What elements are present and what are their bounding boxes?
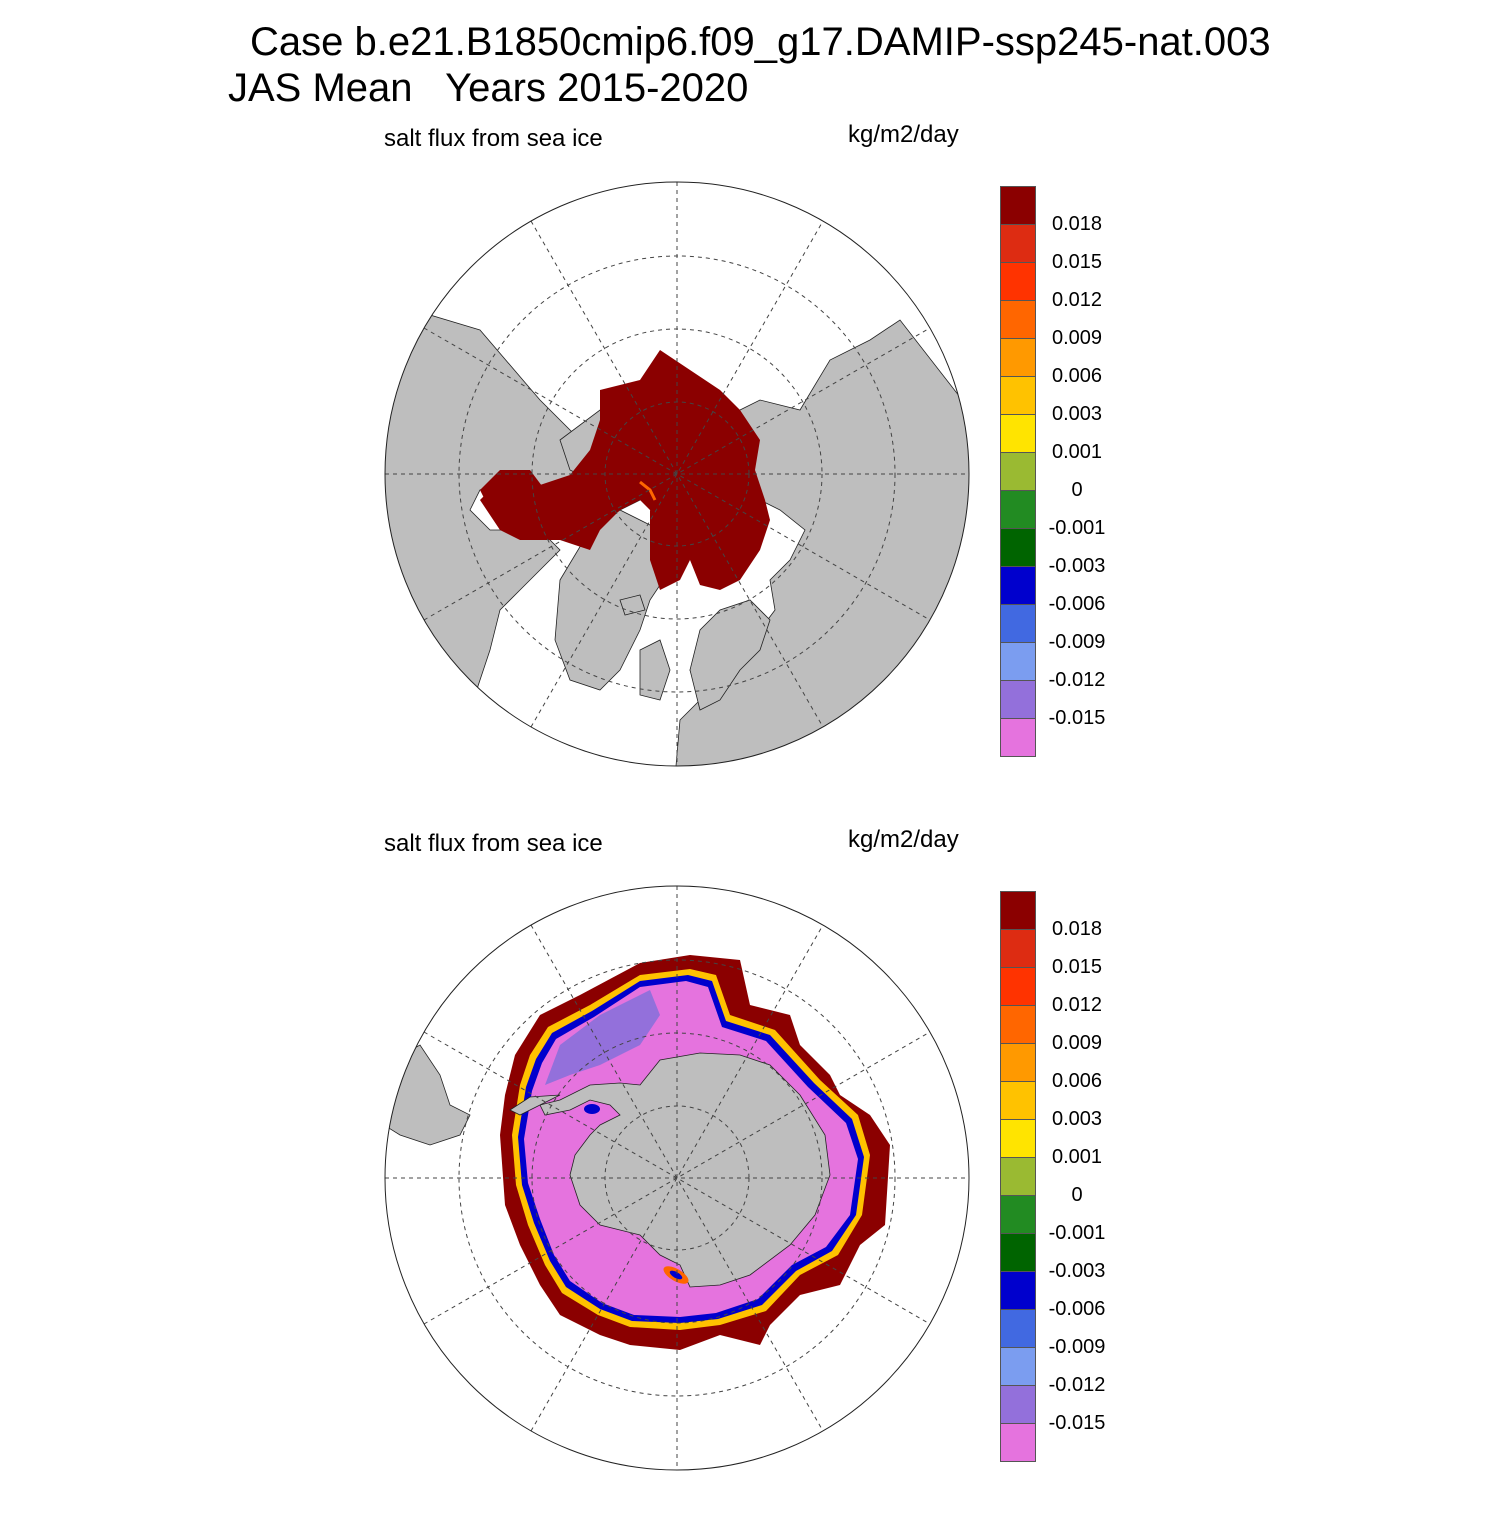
- colorbar-box: [1000, 1005, 1036, 1043]
- ice-edge-north: [639, 480, 657, 501]
- graticule-south: [385, 886, 969, 1470]
- colorbar-box: [1000, 718, 1036, 757]
- polynya-weddell: [584, 1104, 600, 1114]
- polynya-ross-core: [669, 1270, 683, 1280]
- colorbar-label: 0.012: [1051, 994, 1103, 1016]
- colorbar-box: [1000, 490, 1036, 528]
- colorbar-label: 0.003: [1051, 403, 1103, 425]
- colorbar-label: 0.018: [1051, 918, 1103, 940]
- colorbar-box: [1000, 186, 1036, 224]
- map-border-south: [384, 885, 970, 1471]
- colorbar-south: [1000, 891, 1036, 1462]
- colorbar-label: -0.012: [1048, 1374, 1106, 1396]
- figure-subtitle: JAS Mean Years 2015-2020: [228, 66, 749, 110]
- colorbar-box: [1000, 376, 1036, 414]
- colorbar-label: 0.006: [1051, 365, 1103, 387]
- colorbar-box: [1000, 452, 1036, 490]
- colorbar-label: -0.015: [1048, 1412, 1106, 1434]
- colorbar-box: [1000, 224, 1036, 262]
- colorbar-label: 0.015: [1051, 956, 1103, 978]
- colorbar-label: 0.012: [1051, 289, 1103, 311]
- colorbar-label: -0.003: [1048, 555, 1106, 577]
- colorbar-box: [1000, 528, 1036, 566]
- panel-south: salt flux from sea ice kg/m2/day: [0, 815, 1500, 1515]
- map-north: [384, 181, 970, 767]
- colorbar-label: -0.001: [1048, 1222, 1106, 1244]
- land-iceland: [619, 594, 646, 616]
- colorbar-box: [1000, 1347, 1036, 1385]
- colorbar-label: -0.006: [1048, 593, 1106, 615]
- colorbar-label: 0.015: [1051, 251, 1103, 273]
- colorbar-label: 0.001: [1051, 1146, 1103, 1168]
- graticule-north: [385, 182, 969, 766]
- map-border-north: [384, 181, 970, 767]
- colorbar-label: 0.009: [1051, 1032, 1103, 1054]
- land-antarctic-peninsula: [509, 1094, 561, 1116]
- colorbar-label: 0.018: [1051, 213, 1103, 235]
- colorbar-label: -0.015: [1048, 707, 1106, 729]
- colorbar-north: [1000, 186, 1036, 757]
- units-north: kg/m2/day: [848, 121, 959, 148]
- colorbar-box: [1000, 414, 1036, 452]
- sea-ice-north-greenland-coast: [650, 510, 690, 590]
- colorbar-box: [1000, 1119, 1036, 1157]
- colorbar-label: -0.001: [1048, 517, 1106, 539]
- colorbar-label: 0.009: [1051, 327, 1103, 349]
- colorbar-box: [1000, 1195, 1036, 1233]
- colorbar-box: [1000, 1081, 1036, 1119]
- sea-ice-south-weddell: [545, 990, 660, 1085]
- panel-north: salt flux from sea ice kg/m2/day: [0, 110, 1500, 810]
- colorbar-box: [1000, 1233, 1036, 1271]
- colorbar-label: -0.003: [1048, 1260, 1106, 1282]
- colorbar-box: [1000, 1271, 1036, 1309]
- colorbar-box: [1000, 1385, 1036, 1423]
- colorbar-label: 0.003: [1051, 1108, 1103, 1130]
- land-antarctica: [539, 1052, 831, 1288]
- colorbar-label: -0.006: [1048, 1298, 1106, 1320]
- variable-name-north: salt flux from sea ice: [384, 125, 603, 152]
- map-south: [384, 885, 970, 1471]
- colorbar-box: [1000, 680, 1036, 718]
- colorbar-box: [1000, 929, 1036, 967]
- colorbar-label: 0: [1071, 1184, 1083, 1206]
- colorbar-box: [1000, 1309, 1036, 1347]
- variable-name-south: salt flux from sea ice: [384, 830, 603, 857]
- colorbar-label: 0.006: [1051, 1070, 1103, 1092]
- colorbar-box: [1000, 967, 1036, 1005]
- colorbar-box: [1000, 891, 1036, 929]
- sea-ice-north-hudson: [480, 470, 545, 530]
- colorbar-label: -0.009: [1048, 1336, 1106, 1358]
- colorbar-box: [1000, 604, 1036, 642]
- sea-ice-north: [480, 350, 770, 590]
- colorbar-box: [1000, 300, 1036, 338]
- figure-title: Case b.e21.B1850cmip6.f09_g17.DAMIP-ssp2…: [250, 20, 1271, 64]
- colorbar-box: [1000, 262, 1036, 300]
- colorbar-label: 0.001: [1051, 441, 1103, 463]
- colorbar-box: [1000, 1043, 1036, 1081]
- land-scandinavia: [689, 599, 771, 711]
- colorbar-box: [1000, 1423, 1036, 1462]
- colorbar-label: -0.009: [1048, 631, 1106, 653]
- colorbar-label: 0: [1071, 479, 1083, 501]
- colorbar-box: [1000, 338, 1036, 376]
- units-south: kg/m2/day: [848, 826, 959, 853]
- colorbar-box: [1000, 1157, 1036, 1195]
- land-uk: [639, 639, 671, 701]
- colorbar-label: -0.012: [1048, 669, 1106, 691]
- colorbar-box: [1000, 642, 1036, 680]
- colorbar-box: [1000, 566, 1036, 604]
